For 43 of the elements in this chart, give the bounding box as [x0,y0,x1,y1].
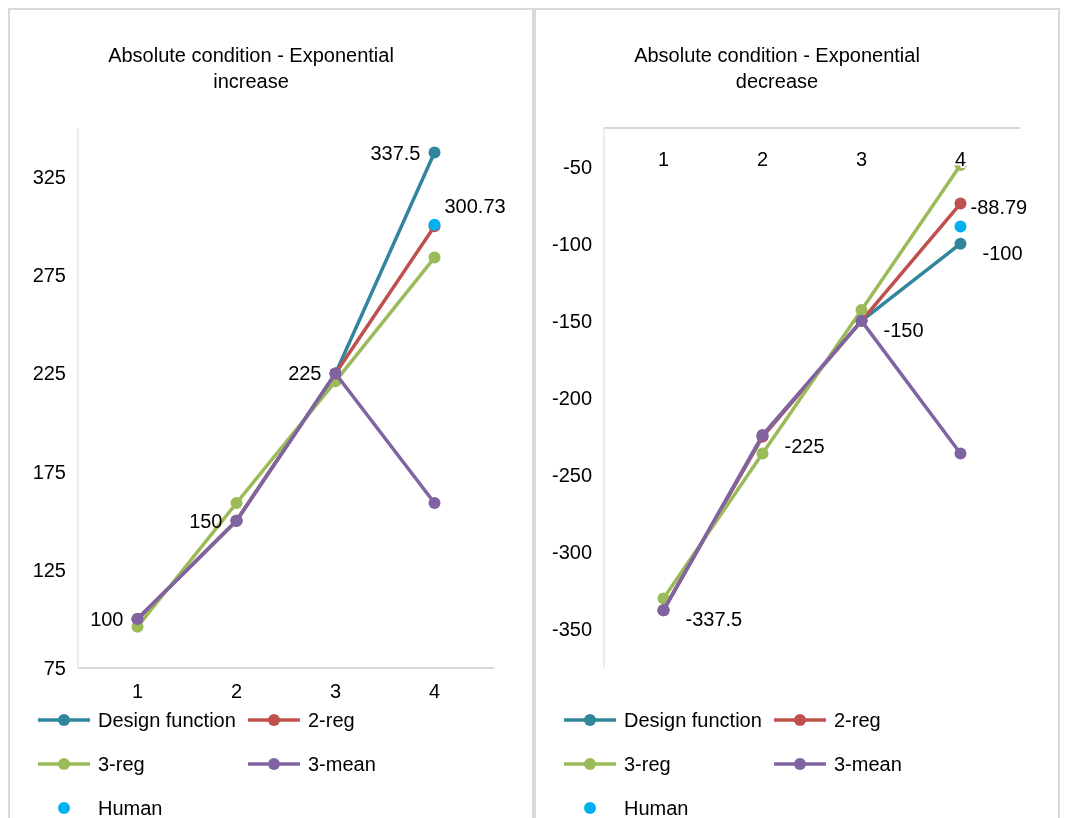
legend-label: 3-mean [834,753,902,775]
y-tick-label: 225 [32,362,66,385]
data-label: 300.73 [444,194,506,217]
x-tick-label: 2 [756,148,769,170]
y-tick-label: 325 [32,166,66,189]
y-tick-label: -250 [551,464,592,487]
legend-label: Human [624,797,689,818]
y-tick-label: 125 [32,558,66,581]
x-tick-label: 3 [855,148,868,170]
data-label: 225 [288,362,322,385]
x-tick-label: 1 [131,680,144,702]
legend-label: 2-reg [308,709,355,731]
legend-label: 3-reg [624,753,671,775]
legend-label: 3-reg [98,753,145,775]
y-tick-label: -150 [551,309,592,332]
y-tick-label: 75 [43,657,66,679]
y-tick-label: -100 [551,232,592,255]
y-tick-label: -300 [551,541,592,564]
chart-title: Absolute condition - Exponential increase [108,44,394,92]
data-label: 337.5 [370,141,421,164]
y-tick-label: -350 [551,618,592,641]
data-label: -100 [982,241,1023,264]
legend-label: 3-mean [308,753,376,775]
data-label: 100 [90,607,124,630]
x-tick-label: 4 [954,148,967,170]
x-tick-label: 4 [428,680,441,702]
y-tick-label: -200 [551,387,592,409]
y-tick-label: -50 [563,155,592,178]
x-tick-label: 2 [230,680,243,702]
data-label: -88.79 [970,196,1028,219]
legend-label: Design function [98,709,236,731]
legend-label: 2-reg [834,709,881,731]
x-tick-label: 3 [329,680,342,702]
y-tick-label: 275 [32,264,66,287]
y-tick-label: 175 [32,460,66,483]
data-label: -225 [784,434,825,457]
legend-label: Design function [624,709,762,731]
data-label: 150 [189,509,223,532]
data-label: -150 [883,318,924,341]
legend-label: Human [98,797,163,818]
x-tick-label: 1 [657,148,670,170]
chart-title: Absolute condition - Exponential decrease [634,44,920,92]
data-label: -337.5 [685,608,743,631]
